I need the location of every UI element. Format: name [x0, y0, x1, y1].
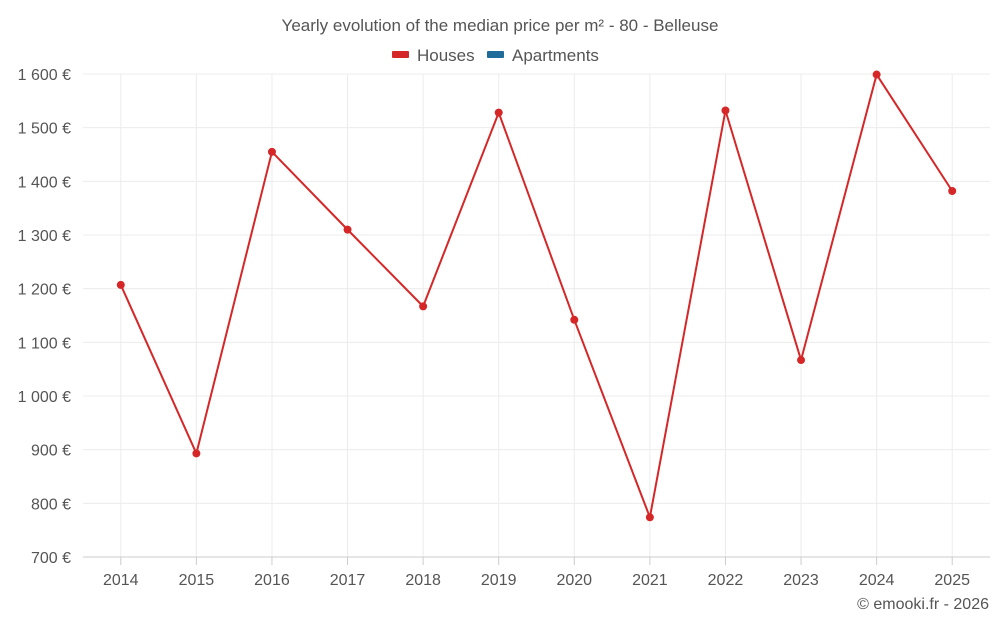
x-tick-label: 2024	[859, 572, 895, 589]
data-point-houses-2014[interactable]	[116, 280, 125, 289]
legend-label-houses[interactable]: Houses	[417, 46, 475, 65]
data-point-houses-2016[interactable]	[267, 147, 276, 156]
y-tick-label: 700 €	[31, 550, 71, 567]
data-point-houses-2020[interactable]	[570, 315, 579, 324]
legend: Houses Apartments	[392, 46, 599, 65]
y-tick-label: 1 100 €	[18, 335, 71, 352]
y-axis: 700 € 800 € 900 € 1 000 € 1 100 € 1 200 € 1 30…	[18, 67, 71, 567]
grid	[83, 73, 990, 557]
data-point-houses-2023[interactable]	[797, 356, 806, 365]
x-tick-label: 2020	[556, 572, 592, 589]
series-line-houses	[119, 73, 954, 519]
x-tick-label: 2023	[783, 572, 819, 589]
data-point-houses-2024[interactable]	[872, 70, 881, 79]
y-tick-label: 800 €	[31, 496, 71, 513]
y-tick-label: 1 500 €	[18, 121, 71, 138]
y-tick-label: 900 €	[31, 443, 71, 460]
y-tick-label: 1 400 €	[18, 174, 71, 191]
data-point-houses-2015[interactable]	[192, 449, 201, 458]
x-tick-label: 2021	[632, 572, 668, 589]
x-tick-label: 2019	[481, 572, 517, 589]
legend-swatch-houses[interactable]	[392, 51, 409, 58]
data-point-houses-2017[interactable]	[343, 225, 352, 234]
x-tick-label: 2022	[708, 572, 744, 589]
x-axis: 2014 2015 2016 2017 2018 2019 2020 2021 2022 2023…	[83, 556, 990, 589]
y-tick-label: 1 300 €	[18, 228, 71, 245]
data-point-houses-2025[interactable]	[948, 186, 957, 195]
data-point-houses-2018[interactable]	[419, 302, 428, 311]
credit-text: © emooki.fr - 2026	[857, 596, 989, 613]
x-tick-label: 2018	[405, 572, 441, 589]
x-tick-label: 2014	[103, 572, 139, 589]
legend-label-apartments[interactable]: Apartments	[512, 46, 599, 65]
x-tick-label: 2017	[330, 572, 366, 589]
y-tick-label: 1 600 €	[18, 67, 71, 84]
x-tick-label: 2025	[934, 572, 970, 589]
x-tick-label: 2016	[254, 572, 290, 589]
x-tick-label: 2015	[179, 572, 215, 589]
legend-swatch-apartments[interactable]	[487, 51, 504, 58]
data-point-houses-2022[interactable]	[721, 106, 730, 115]
data-point-houses-2019[interactable]	[494, 108, 503, 117]
series-layer	[116, 70, 957, 522]
chart-title: Yearly evolution of the median price per…	[282, 16, 719, 35]
y-tick-label: 1 000 €	[18, 389, 71, 406]
y-tick-label: 1 200 €	[18, 282, 71, 299]
data-point-houses-2021[interactable]	[645, 513, 654, 522]
